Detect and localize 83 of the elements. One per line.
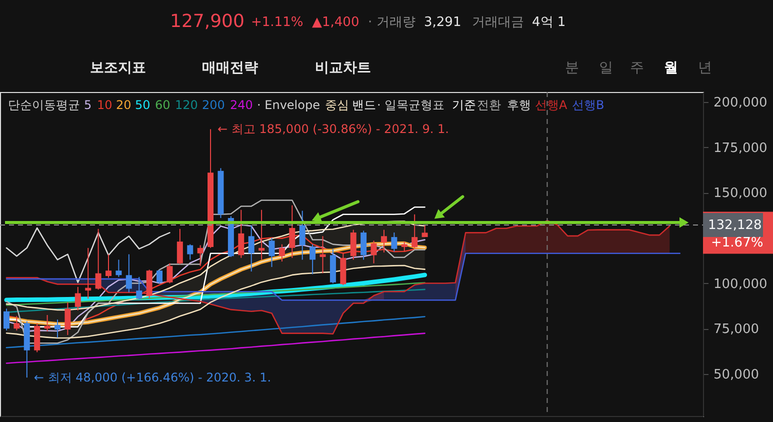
y-tick-label: 100,000 [714,276,768,292]
text: 분 [565,60,579,76]
text: 년 [698,60,712,76]
line-series [6,316,426,348]
text: 후행 [507,98,531,112]
text: ▲1,400 [312,15,360,30]
candlestick [320,236,326,274]
annotation: 밴드 [352,98,376,112]
annotation: ← 최고 185,000 (-30.86%) - 2021. 9. 1. [218,122,449,136]
candlestick [412,214,418,248]
text: +1.11% [251,15,304,30]
candlestick [310,244,316,275]
text: 60 [155,98,170,112]
text: 240 [230,98,253,112]
candlestick [197,244,204,267]
candlestick [248,224,254,272]
candlestick [268,237,275,268]
line-series [6,332,426,364]
candlestick [116,259,122,278]
text: 120 [175,98,198,112]
candlestick [187,244,194,260]
y-tick-label: 50,000 [714,367,759,382]
candlestick [238,209,244,258]
candlestick [106,254,112,278]
text: 일 [599,60,613,76]
candlestick [54,319,60,338]
text: 비교차트 [315,60,371,76]
line-series [6,252,680,301]
candlestick [401,241,408,252]
text: 132,128 [708,218,762,234]
text: 기준 [452,98,476,112]
candlestick [136,276,142,300]
y-tick-label: 175,000 [714,140,768,156]
y-tick-label: 150,000 [714,186,768,202]
annotation: ← 최저 48,000 (+166.46%) - 2020. 3. 1. [34,370,272,385]
candlestick [74,286,81,311]
candlestick [95,228,102,290]
candlestick [299,210,306,260]
text: 매매전략 [202,60,258,76]
candlestick [350,229,356,260]
line-series [6,227,170,284]
text: 월 [664,60,678,76]
text: 거래대금 [472,15,524,30]
candlestick [258,209,265,260]
candlestick [360,230,367,260]
text: 보조지표 [90,60,146,76]
candlestick [176,228,183,265]
text: 50 [135,98,150,112]
text: 선행B [572,98,604,112]
candlestick [166,262,173,284]
text: 3,291 [424,15,462,30]
text: 10 [97,98,112,112]
text: · 거래량 [368,15,416,30]
candlestick [380,229,387,253]
candlestick [156,269,163,284]
text: 127,900 [170,11,244,32]
text: 20 [116,98,132,112]
candlestick [289,204,296,258]
candlestick [278,244,285,262]
line-series [6,200,426,344]
text: 5 [84,98,92,112]
y-tick-label: 200,000 [714,95,768,110]
candlestick [3,308,10,331]
text: 4억 1 [532,15,566,30]
line-series [6,264,426,339]
candlestick [370,240,377,264]
candlestick [391,232,398,252]
text: 주 [630,60,644,76]
candlestick [85,247,92,300]
text: 전환 [477,98,501,112]
text: 200 [202,98,225,112]
candlestick [44,314,50,332]
text: 중심 [325,98,349,112]
y-tick-label: 75,000 [714,322,759,338]
candlestick [126,254,132,293]
line-series [6,282,426,306]
text: 선행A [535,98,568,112]
legend-title: 단순이동평균 [8,98,80,112]
annotation: · Envelope [257,98,320,112]
text: +1.67% [711,236,764,251]
annotation: · 일목균형표 [377,98,445,112]
candlestick [64,302,71,336]
candlestick [14,315,20,331]
